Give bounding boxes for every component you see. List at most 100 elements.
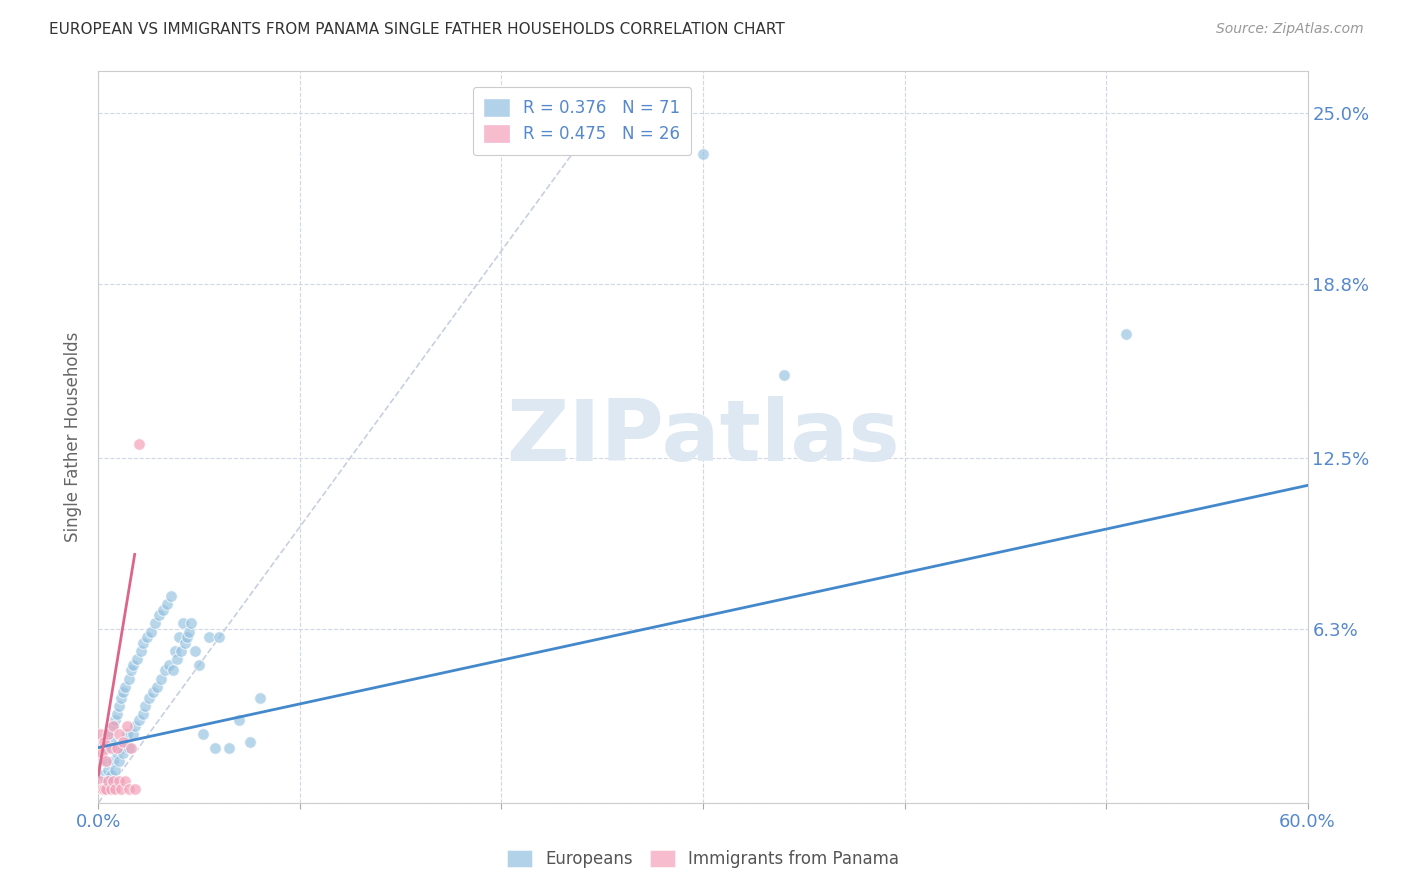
- Point: [101, 718, 124, 732]
- Point: [184, 644, 207, 658]
- Point: [239, 735, 262, 749]
- Text: Source: ZipAtlas.com: Source: ZipAtlas.com: [1216, 22, 1364, 37]
- Point: [228, 713, 250, 727]
- Point: [101, 773, 124, 788]
- Point: [114, 735, 136, 749]
- Point: [93, 755, 115, 769]
- Point: [100, 735, 122, 749]
- Text: ZIPatlas: ZIPatlas: [506, 395, 900, 479]
- Point: [170, 644, 193, 658]
- Point: [97, 763, 120, 777]
- Point: [124, 782, 146, 797]
- Point: [118, 782, 141, 797]
- Point: [91, 782, 114, 797]
- Point: [91, 768, 114, 782]
- Point: [138, 690, 160, 705]
- Point: [110, 690, 132, 705]
- Point: [143, 616, 166, 631]
- Point: [103, 782, 125, 797]
- Point: [160, 589, 183, 603]
- Point: [105, 746, 128, 760]
- Point: [129, 644, 152, 658]
- Point: [157, 657, 180, 672]
- Point: [107, 699, 129, 714]
- Point: [139, 624, 162, 639]
- Point: [772, 368, 794, 382]
- Point: [103, 713, 125, 727]
- Point: [180, 616, 202, 631]
- Point: [163, 644, 186, 658]
- Point: [153, 663, 176, 677]
- Point: [97, 727, 120, 741]
- Point: [115, 718, 138, 732]
- Point: [115, 727, 138, 741]
- Point: [96, 740, 118, 755]
- Point: [110, 782, 132, 797]
- Point: [198, 630, 221, 644]
- Point: [193, 727, 215, 741]
- Point: [135, 630, 157, 644]
- Point: [208, 630, 231, 644]
- Point: [101, 755, 124, 769]
- Point: [89, 773, 111, 788]
- Point: [128, 713, 150, 727]
- Point: [100, 740, 122, 755]
- Point: [111, 735, 134, 749]
- Point: [89, 727, 111, 741]
- Point: [148, 608, 170, 623]
- Point: [107, 727, 129, 741]
- Point: [124, 718, 146, 732]
- Point: [204, 740, 226, 755]
- Point: [105, 707, 128, 722]
- Point: [172, 616, 194, 631]
- Y-axis label: Single Father Households: Single Father Households: [65, 332, 83, 542]
- Point: [114, 680, 136, 694]
- Point: [97, 727, 120, 741]
- Point: [149, 672, 172, 686]
- Point: [120, 740, 142, 755]
- Point: [101, 718, 124, 732]
- Point: [103, 763, 125, 777]
- Point: [121, 727, 143, 741]
- Point: [120, 663, 142, 677]
- Point: [692, 147, 714, 161]
- Point: [132, 636, 155, 650]
- Point: [105, 740, 128, 755]
- Point: [118, 672, 141, 686]
- Point: [156, 597, 179, 611]
- Point: [93, 735, 115, 749]
- Point: [218, 740, 240, 755]
- Point: [249, 690, 271, 705]
- Point: [97, 773, 120, 788]
- Point: [111, 685, 134, 699]
- Point: [176, 630, 198, 644]
- Point: [1115, 326, 1137, 341]
- Point: [174, 636, 197, 650]
- Point: [107, 773, 129, 788]
- Point: [167, 630, 190, 644]
- Point: [96, 755, 118, 769]
- Point: [100, 768, 122, 782]
- Legend: R = 0.376   N = 71, R = 0.475   N = 26: R = 0.376 N = 71, R = 0.475 N = 26: [472, 87, 692, 155]
- Point: [118, 740, 141, 755]
- Legend: Europeans, Immigrants from Panama: Europeans, Immigrants from Panama: [501, 843, 905, 875]
- Point: [110, 740, 132, 755]
- Point: [132, 707, 155, 722]
- Point: [166, 652, 188, 666]
- Point: [121, 657, 143, 672]
- Point: [128, 437, 150, 451]
- Point: [162, 663, 184, 677]
- Point: [93, 782, 115, 797]
- Point: [100, 782, 122, 797]
- Point: [96, 773, 118, 788]
- Point: [107, 755, 129, 769]
- Point: [134, 699, 156, 714]
- Text: EUROPEAN VS IMMIGRANTS FROM PANAMA SINGLE FATHER HOUSEHOLDS CORRELATION CHART: EUROPEAN VS IMMIGRANTS FROM PANAMA SINGL…: [49, 22, 785, 37]
- Point: [142, 685, 165, 699]
- Point: [96, 782, 118, 797]
- Point: [146, 680, 169, 694]
- Point: [114, 773, 136, 788]
- Point: [179, 624, 201, 639]
- Point: [188, 657, 211, 672]
- Point: [91, 746, 114, 760]
